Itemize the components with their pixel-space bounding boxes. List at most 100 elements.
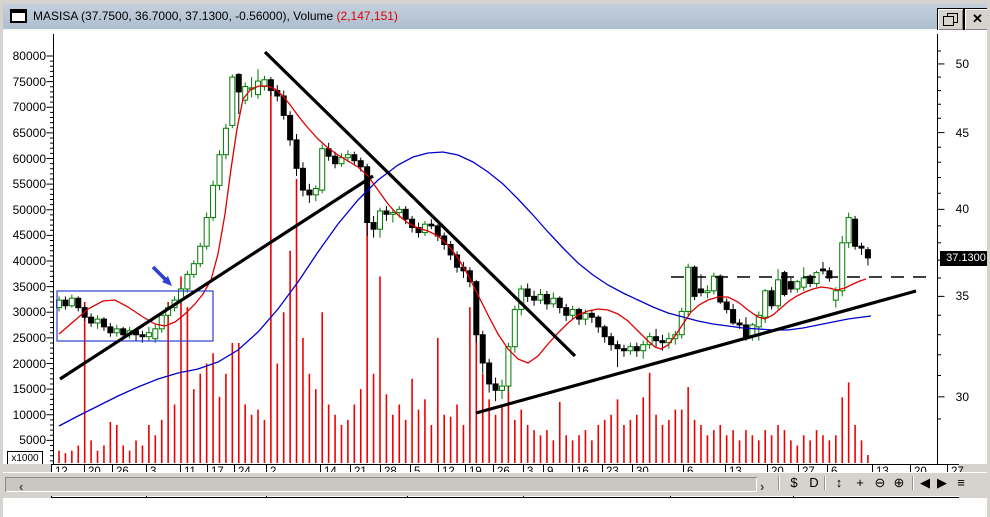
volume-tick-label: 15000 — [12, 382, 46, 397]
candle — [524, 288, 531, 297]
candle — [158, 314, 165, 330]
toolbar-separator — [824, 476, 826, 490]
candle — [486, 362, 493, 385]
last-price-tag: 37.1300 — [940, 250, 987, 266]
candle — [190, 263, 197, 275]
candle — [807, 275, 814, 284]
restore-button[interactable] — [937, 8, 964, 31]
candle — [723, 301, 730, 311]
price-tick-label: 45 — [955, 125, 969, 140]
volume-tick-label: 5000 — [19, 433, 46, 448]
candle — [864, 249, 871, 259]
candle — [852, 218, 859, 247]
candle — [75, 297, 82, 309]
candle — [332, 155, 339, 165]
candle — [755, 314, 762, 328]
candle — [563, 307, 570, 316]
volume-tick-label: 60000 — [12, 151, 46, 166]
title-bar[interactable]: MASISA (37.7500, 36.7000, 37.1300, -0.56… — [3, 4, 987, 31]
zoom-in-icon[interactable]: ⊕ — [893, 475, 905, 490]
periodicity-daily-icon[interactable]: D — [809, 475, 819, 490]
candle — [139, 334, 146, 338]
candle — [614, 344, 621, 350]
close-button[interactable]: ✕ — [964, 8, 987, 31]
trendline-downtrend — [263, 50, 577, 358]
scroll-chart-right-icon[interactable]: ▶ — [937, 475, 947, 490]
candle — [685, 266, 692, 312]
candle — [659, 340, 666, 344]
scrollbar-left-icon[interactable]: ‹ — [19, 479, 24, 494]
candle — [68, 297, 75, 307]
candle — [608, 336, 615, 346]
data-window-icon[interactable]: ≡ — [957, 475, 965, 490]
scrollbar-right-icon[interactable]: › — [760, 479, 765, 494]
scroll-chart-left-icon[interactable]: ◀ — [920, 475, 930, 490]
candle — [107, 326, 114, 334]
candle — [653, 336, 660, 342]
candle — [357, 160, 364, 168]
candle — [370, 222, 377, 230]
candle — [505, 346, 512, 387]
candle — [781, 272, 788, 296]
candle — [312, 188, 319, 196]
plot-svg[interactable] — [3, 30, 990, 498]
candle — [832, 290, 839, 301]
candle — [293, 139, 300, 169]
volume-tick-label: 55000 — [12, 177, 46, 192]
candle — [588, 312, 595, 318]
volume-tick-label: 75000 — [12, 74, 46, 89]
candle — [267, 79, 274, 92]
candle — [421, 223, 428, 234]
candle — [768, 290, 775, 307]
candle — [255, 80, 262, 96]
candle — [762, 290, 769, 318]
candle — [839, 242, 846, 292]
trendline-uptrend-1 — [59, 174, 374, 381]
volume-tick-label: 10000 — [12, 407, 46, 422]
candle — [543, 294, 550, 305]
annotation-rectangle — [56, 290, 214, 342]
trendline-uptrend-2 — [475, 289, 917, 415]
candle — [736, 322, 743, 326]
candle — [813, 272, 820, 284]
volume-tick-label: 40000 — [12, 254, 46, 268]
toolbar-separator — [912, 476, 914, 490]
pan-icon[interactable]: + — [856, 475, 864, 490]
candle — [396, 208, 403, 214]
candle — [113, 328, 120, 334]
candle — [447, 244, 454, 256]
candle — [710, 275, 717, 292]
candle — [184, 273, 191, 290]
candle — [704, 290, 711, 294]
candle — [742, 324, 749, 338]
horizontal-scrollbar[interactable]: ‹ — [5, 477, 757, 494]
candle — [88, 316, 95, 324]
candle — [94, 318, 101, 324]
candle — [498, 385, 505, 391]
candle — [377, 210, 383, 230]
candle — [633, 346, 640, 352]
currency-icon[interactable]: $ — [790, 475, 798, 490]
candle — [319, 148, 326, 191]
candle — [691, 266, 698, 297]
candle — [62, 299, 69, 307]
candle — [351, 154, 358, 162]
title-volume: (2,147,151) — [336, 9, 398, 23]
candle — [152, 328, 159, 340]
chart-region[interactable]: 80000 75000 70000 65000 60000 55000 50000 45000… — [3, 30, 990, 498]
zoom-out-icon[interactable]: ⊖ — [874, 475, 886, 490]
candle — [826, 270, 833, 279]
candle — [120, 328, 127, 336]
candle — [819, 268, 826, 272]
candle — [537, 294, 544, 301]
candle — [531, 295, 538, 301]
volume-tick-label: 20000 — [12, 356, 46, 371]
candle — [787, 281, 794, 290]
vertical-scale-icon[interactable]: ↕ — [835, 475, 843, 490]
candle — [794, 281, 801, 290]
candle — [402, 208, 409, 220]
candle — [287, 114, 294, 141]
candle — [858, 245, 865, 249]
candle — [569, 309, 576, 316]
